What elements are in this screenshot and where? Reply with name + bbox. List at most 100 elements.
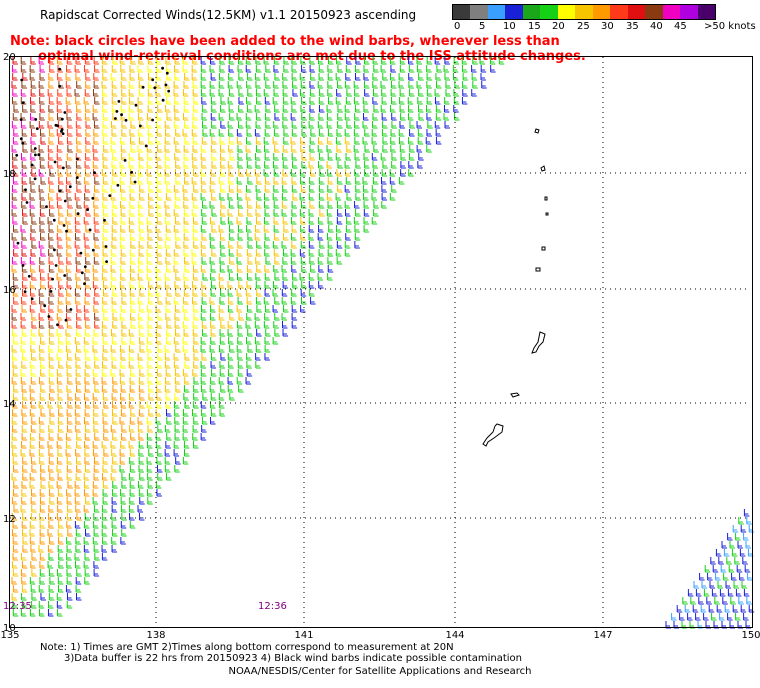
wind-barb (67, 129, 73, 137)
wind-barb (84, 185, 91, 193)
wind-barb (291, 145, 297, 153)
wind-barb (273, 129, 280, 137)
wind-barb (192, 161, 198, 169)
wind-barb (265, 81, 271, 89)
wind-barb (39, 105, 46, 113)
wind-barb (111, 241, 117, 249)
wind-barb (38, 241, 45, 249)
wind-barb (453, 89, 459, 97)
wind-barb (445, 89, 451, 97)
wind-barb (121, 97, 127, 105)
wind-barb (183, 241, 189, 249)
wind-barb (38, 57, 45, 65)
wind-barb (129, 209, 135, 217)
wind-barb (408, 153, 415, 161)
wind-barb (200, 241, 207, 249)
wind-barb (148, 193, 154, 201)
wind-barb (94, 97, 100, 105)
wind-barb (444, 121, 451, 129)
wind-barb (228, 145, 234, 153)
wind-barb (255, 209, 261, 217)
wind-barb (218, 89, 225, 97)
wind-barb (192, 145, 198, 153)
wind-barb (238, 105, 244, 113)
wind-barb (408, 73, 414, 81)
wind-barb (112, 153, 118, 161)
wind-barb (183, 97, 190, 105)
wind-barb (363, 65, 370, 73)
wind-barb (408, 81, 414, 89)
wind-barb (255, 153, 261, 161)
longitude-label: 147 (593, 630, 612, 641)
wind-barb (409, 145, 415, 153)
wind-barb (11, 145, 18, 153)
wind-barb (94, 185, 100, 193)
wind-barb (184, 121, 190, 129)
wind-barb (66, 105, 73, 113)
wind-barb (336, 233, 342, 241)
footer-note-line2: 3)Data buffer is 22 hrs from 20150923 4)… (64, 653, 522, 664)
wind-barb (337, 81, 343, 89)
wind-barb (66, 169, 73, 177)
wind-barb (13, 241, 19, 249)
wind-barb (102, 129, 108, 137)
wind-barb (291, 105, 297, 113)
wind-barb (156, 185, 163, 193)
wind-barb (38, 81, 45, 89)
wind-barb (76, 145, 82, 153)
wind-barb (183, 169, 190, 177)
wind-barb (444, 73, 450, 81)
wind-barb (183, 209, 190, 217)
wind-barb (381, 169, 388, 177)
wind-barb (274, 73, 280, 81)
wind-barb (426, 65, 432, 73)
wind-barb (229, 113, 235, 121)
wind-barb (309, 185, 315, 193)
wind-barb (120, 209, 127, 217)
wind-barb (283, 65, 289, 73)
wind-barb (443, 105, 450, 113)
wind-barb (344, 185, 351, 193)
wind-barb (452, 65, 459, 73)
wind-barb (327, 81, 333, 89)
wind-barb (202, 129, 208, 137)
wind-barb (48, 113, 54, 121)
wind-speed-color-scale: 0 5 10 15 20 25 30 35 40 45 >50 knots (452, 4, 756, 34)
wind-barb (20, 225, 27, 233)
wind-barb (254, 105, 261, 113)
wind-barb (355, 57, 361, 65)
wind-barb (48, 177, 54, 185)
wind-barb (353, 145, 360, 153)
wind-barb (156, 113, 163, 121)
wind-barb (337, 177, 343, 185)
scale-swatch (453, 5, 471, 19)
wind-barb (345, 73, 351, 81)
wind-barb (83, 217, 90, 225)
wind-barb (400, 153, 406, 161)
wind-barb (363, 209, 370, 217)
wind-barb (308, 233, 315, 241)
wind-barb (84, 193, 90, 201)
wind-barb (74, 193, 81, 201)
wind-barb (94, 225, 100, 233)
wind-barb (237, 121, 244, 129)
wind-barb (192, 57, 198, 65)
wind-barb (254, 233, 261, 241)
wind-barb (183, 161, 189, 169)
wind-barb (202, 201, 208, 209)
wind-barb (326, 161, 333, 169)
wind-barb (200, 169, 207, 177)
wind-barb (121, 121, 127, 129)
wind-barb (38, 121, 45, 129)
wind-barb (102, 97, 108, 105)
wind-barb (67, 209, 73, 217)
wind-barb (120, 105, 127, 113)
wind-barb (192, 81, 199, 89)
scale-swatch (662, 5, 681, 19)
wind-barb (344, 161, 351, 169)
wind-barb (290, 97, 297, 105)
wind-barb (148, 209, 154, 217)
wind-barb (273, 185, 279, 193)
wind-barb (246, 161, 253, 169)
wind-barb (164, 153, 171, 161)
